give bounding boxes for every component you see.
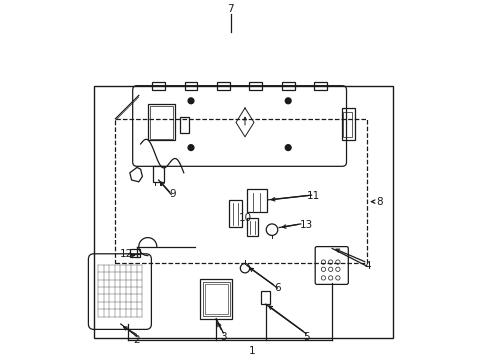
Bar	[149, 106, 173, 139]
Bar	[314, 82, 327, 90]
Bar	[202, 282, 230, 316]
Text: 6: 6	[274, 283, 281, 293]
Text: 1: 1	[249, 346, 255, 356]
Text: 9: 9	[170, 189, 176, 199]
Text: 11: 11	[307, 191, 320, 201]
Circle shape	[285, 145, 291, 150]
Bar	[229, 200, 243, 227]
Text: 12: 12	[120, 249, 133, 259]
Bar	[343, 112, 352, 137]
Text: 10: 10	[239, 213, 251, 223]
Bar	[247, 218, 258, 236]
Bar	[200, 279, 232, 319]
Bar	[185, 82, 197, 90]
Circle shape	[188, 145, 194, 150]
Bar	[282, 82, 294, 90]
Circle shape	[188, 98, 194, 104]
Text: 13: 13	[299, 220, 313, 230]
Text: 7: 7	[227, 4, 234, 14]
Bar	[217, 82, 230, 90]
Bar	[153, 166, 164, 182]
Bar	[342, 108, 355, 140]
Bar	[249, 82, 262, 90]
Bar	[247, 189, 267, 212]
Bar	[94, 86, 392, 338]
Text: 2: 2	[134, 335, 140, 345]
Bar	[148, 104, 175, 140]
Text: 8: 8	[377, 197, 383, 207]
Bar	[180, 117, 189, 133]
Bar	[152, 82, 165, 90]
Text: 3: 3	[220, 332, 227, 342]
Bar	[205, 284, 228, 314]
Bar	[116, 119, 368, 263]
Circle shape	[285, 98, 291, 104]
Text: 4: 4	[364, 261, 371, 271]
Bar	[130, 249, 140, 257]
Text: 5: 5	[303, 332, 310, 342]
Bar	[261, 291, 270, 304]
